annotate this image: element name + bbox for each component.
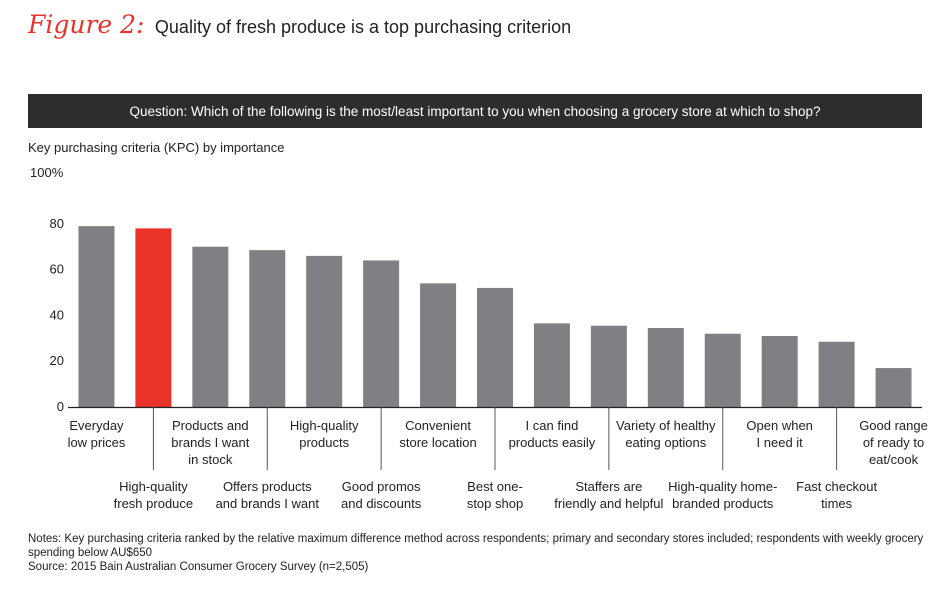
category-label: of ready to [863,435,924,450]
category-label: store location [399,435,476,450]
category-label: Offers products [223,479,312,494]
category-label: Everyday [69,418,124,433]
source-line: Source: 2015 Bain Australian Consumer Gr… [28,561,369,573]
category-label: branded products [672,496,774,511]
bar [761,336,798,407]
category-label: brands I want [171,435,249,450]
bar [590,325,627,407]
bar [420,283,457,407]
category-label: stop shop [467,496,523,511]
question-text: Question: Which of the following is the … [129,103,821,119]
category-label: Fast checkout [796,479,877,494]
bar [363,260,400,407]
category-label: products easily [509,435,596,450]
bar [477,287,513,407]
bar-highlight [135,228,172,407]
bar [192,246,229,407]
bar [533,323,570,407]
category-label: High-quality home- [668,479,777,494]
notes-line-2: spending below AU$650 [28,547,153,559]
category-label: High-quality [290,418,359,433]
category-label: Products and [172,418,249,433]
question-banner: Question: Which of the following is the … [28,94,922,128]
category-label: times [821,496,853,511]
bar [647,327,684,407]
chart-subtitle: Key purchasing criteria (KPC) by importa… [28,140,285,155]
bar [78,226,115,407]
bar [704,333,741,407]
bar [306,255,343,407]
y-tick-label: 60 [50,262,64,277]
bar [875,368,912,407]
category-label: Open when [746,418,813,433]
category-label: Best one- [467,479,523,494]
chart-notes: Notes: Key purchasing criteria ranked by… [28,532,928,574]
category-label: Good range [859,418,928,433]
category-label: I can find [526,418,579,433]
category-label: eat/cook [869,452,919,467]
bar-chart: 0 20 40 60 80 100% Everyday low prices High-qual… [30,165,928,511]
category-label: Convenient [405,418,471,433]
figure-label: Figure 2: [28,10,145,39]
category-label: Good promos [342,479,421,494]
category-label: and discounts [341,496,422,511]
figure-title: Quality of fresh produce is a top purcha… [154,17,572,37]
category-label: friendly and helpful [554,496,663,511]
notes-line-1: Notes: Key purchasing criteria ranked by… [28,533,924,545]
category-label: in stock [188,452,233,467]
category-label: eating options [625,435,706,450]
bar [818,341,855,407]
bar [249,250,286,407]
category-label: I need it [757,435,804,450]
category-label: High-quality [119,479,188,494]
y-tick-label: 80 [50,216,64,231]
y-tick-label: 0 [57,399,64,414]
category-label: Staffers are [575,479,642,494]
category-label: low prices [68,435,126,450]
category-label: and brands I want [216,496,320,511]
figure-header: Figure 2: Quality of fresh produce is a … [28,10,571,39]
y-tick-label: 20 [50,353,64,368]
category-label: fresh produce [114,496,194,511]
category-label: products [299,435,349,450]
y-tick-label: 40 [50,307,64,322]
y-axis-top-label: 100% [30,165,64,180]
category-label: Variety of healthy [616,418,716,433]
